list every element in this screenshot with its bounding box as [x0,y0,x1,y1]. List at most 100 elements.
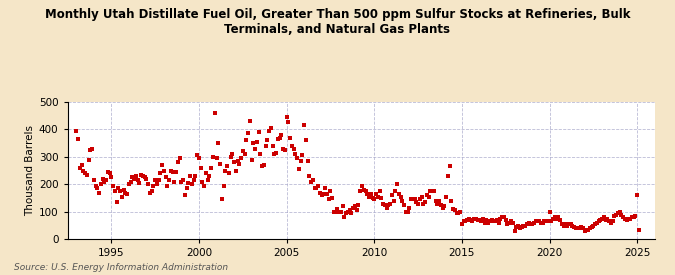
Point [94,190,105,195]
Point [547,216,558,221]
Point [164,178,175,182]
Point [115,189,126,193]
Point [630,214,641,218]
Point [353,203,364,207]
Point [251,139,262,144]
Point [202,178,213,182]
Point [271,150,281,155]
Point [169,179,180,184]
Point [602,216,613,221]
Point [130,174,141,178]
Point [441,194,452,199]
Point [423,194,434,199]
Point [556,222,567,226]
Text: Source: U.S. Energy Information Administration: Source: U.S. Energy Information Administ… [14,263,227,272]
Point [148,183,159,188]
Point [518,223,529,228]
Point [206,166,217,170]
Point [546,219,557,224]
Point [476,219,487,224]
Point [160,175,171,180]
Point [360,189,371,193]
Point [174,156,185,160]
Point [585,226,595,230]
Point [204,174,215,178]
Point [508,221,518,225]
Point [190,174,201,178]
Point [520,223,531,228]
Point [348,205,358,210]
Point [290,152,301,156]
Point [209,111,220,115]
Point [616,212,627,217]
Point [555,218,566,222]
Point [255,152,266,156]
Point [200,171,211,175]
Point [358,188,369,192]
Point [469,216,480,221]
Point [78,168,88,173]
Point [136,172,146,177]
Point [141,177,152,181]
Point [605,221,616,225]
Point [603,219,614,224]
Point [227,152,238,156]
Point [343,210,354,214]
Point [621,218,632,222]
Point [444,164,455,169]
Point [129,177,140,181]
Point [73,137,84,141]
Point [104,171,115,175]
Point [350,204,360,208]
Point [83,157,94,162]
Point [620,216,630,221]
Point [404,205,414,210]
Point [544,210,555,214]
Point [208,155,219,159]
Point [300,138,311,142]
Point [138,174,148,178]
Point [167,170,178,174]
Point [579,229,590,233]
Point [221,164,232,169]
Point [250,146,261,151]
Point [97,177,108,181]
Point [420,200,431,204]
Point [122,192,132,196]
Point [432,201,443,206]
Point [567,223,578,228]
Point [418,201,429,206]
Point [625,216,636,221]
Point [562,223,572,228]
Point [479,221,490,225]
Point [159,168,169,173]
Point [483,221,493,225]
Point [608,219,618,224]
Point [355,189,366,193]
Point [186,182,197,186]
Point [294,167,304,171]
Point [292,156,302,160]
Point [365,192,376,196]
Point [460,219,471,224]
Point [535,221,546,225]
Point [318,192,329,196]
Point [634,227,645,232]
Point [495,216,506,221]
Point [299,123,310,127]
Point [157,163,167,167]
Point [211,156,222,160]
Point [267,144,278,148]
Point [373,194,383,199]
Point [400,210,411,214]
Point [108,183,119,188]
Point [339,215,350,219]
Point [183,181,194,185]
Point [273,137,284,141]
Point [437,205,448,210]
Point [327,196,338,200]
Point [443,174,454,178]
Point [543,219,554,224]
Point [500,218,511,222]
Point [488,219,499,224]
